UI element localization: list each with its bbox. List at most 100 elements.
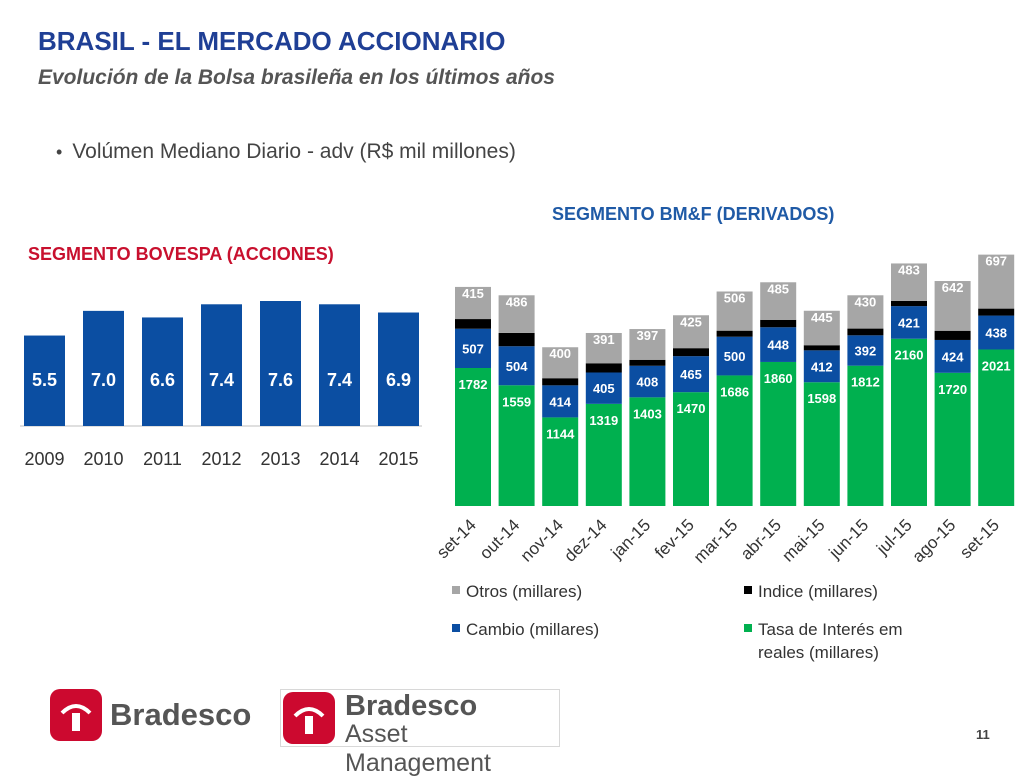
bmf-value-label-cambio: 412: [811, 359, 833, 374]
bmf-value-label-tasa: 1470: [677, 401, 706, 416]
bmf-bar-cambio-jul-15: [891, 306, 927, 339]
bmf-bar-cambio-fev-15: [673, 356, 709, 393]
bmf-value-label-otros: 642: [942, 280, 964, 295]
bmf-bar-otros-mar-15: [716, 291, 753, 331]
legend-indice: Indice (millares): [744, 580, 878, 603]
bmf-value-label-tasa: 1720: [938, 382, 967, 397]
bradesco-asset-tree-icon: [283, 692, 335, 744]
bmf-bar-cambio-mai-15: [803, 350, 840, 383]
bullet-text: Volúmen Mediano Diario - adv (R$ mil mil…: [72, 140, 516, 163]
legend-label-indice: Indice (millares): [758, 582, 878, 601]
bmf-bar-otros-jun-15: [847, 295, 884, 329]
bmf-bar-tasa-ago-15: [934, 372, 971, 506]
bullet-line: • Volúmen Mediano Diario - adv (R$ mil m…: [56, 140, 516, 164]
bmf-bar-cambio-abr-15: [760, 327, 797, 362]
bradesco-tree-icon: [50, 689, 102, 741]
bmf-value-label-cambio: 438: [985, 326, 1007, 341]
bmf-bar-cambio-ago-15: [934, 339, 971, 373]
bmf-bar-cambio-jan-15: [629, 365, 666, 398]
bmf-bar-cambio-dez-14: [585, 372, 622, 404]
bovespa-tick-label: 2009: [24, 449, 64, 469]
bmf-bar-tasa-jun-15: [847, 365, 884, 506]
bovespa-tick-label: 2012: [201, 449, 241, 469]
bovespa-chart-title: SEGMENTO BOVESPA (ACCIONES): [28, 244, 334, 264]
bmf-value-label-tasa: 1860: [764, 371, 793, 386]
bradesco-asset-subtitle: Asset Management: [345, 720, 491, 777]
bmf-bar-indice-nov-14: [542, 378, 579, 386]
bmf-tick-label: set-14: [433, 515, 480, 562]
bovespa-value-label: 6.6: [150, 370, 175, 390]
bmf-value-label-cambio: 405: [593, 381, 615, 396]
bmf-value-label-cambio: 421: [898, 315, 920, 330]
bovespa-bar-2011: [142, 317, 183, 426]
bmf-value-label-cambio: 414: [549, 394, 571, 409]
bmf-bar-indice-set-15: [978, 308, 1015, 316]
bmf-tick-label: mar-15: [690, 515, 742, 567]
bmf-value-label-tasa: 1782: [459, 377, 488, 392]
bmf-value-label-otros: 430: [855, 294, 877, 309]
bmf-value-label-tasa: 2021: [982, 358, 1011, 373]
bmf-bar-otros-set-14: [455, 286, 491, 320]
legend-label-cambio: Cambio (millares): [466, 620, 600, 639]
bovespa-bar-2014: [319, 304, 360, 426]
bmf-tick-label: abr-15: [737, 515, 785, 563]
bmf-value-label-cambio: 504: [506, 359, 528, 374]
bmf-value-label-otros: 445: [811, 310, 833, 325]
bullet-dot-icon: •: [56, 141, 63, 162]
bmf-tick-label: nov-14: [517, 515, 567, 565]
bovespa-bar-2015: [378, 312, 419, 426]
bmf-bar-tasa-dez-14: [585, 403, 622, 506]
bmf-value-label-otros: 415: [462, 286, 484, 301]
bovespa-bar-2009: [24, 335, 65, 426]
bmf-bar-otros-jan-15: [629, 329, 666, 360]
bmf-value-label-tasa: 1812: [851, 375, 880, 390]
legend-swatch-otros: [452, 586, 460, 594]
bmf-bar-tasa-out-14: [498, 385, 535, 506]
bovespa-value-label: 5.5: [32, 370, 57, 390]
bmf-tick-label: jun-15: [825, 515, 873, 563]
bovespa-tick-label: 2010: [83, 449, 123, 469]
bmf-chart-title: SEGMENTO BM&F (DERIVADOS): [552, 204, 835, 224]
bmf-bar-otros-fev-15: [673, 315, 709, 349]
bovespa-tick-label: 2013: [260, 449, 300, 469]
bmf-bar-tasa-jan-15: [629, 397, 666, 506]
bmf-bar-indice-fev-15: [673, 348, 709, 357]
bmf-bar-indice-jul-15: [891, 300, 927, 307]
bmf-bar-otros-abr-15: [760, 282, 797, 320]
bmf-value-label-cambio: 408: [637, 375, 659, 390]
bmf-value-label-tasa: 1403: [633, 406, 662, 421]
bmf-value-label-cambio: 392: [855, 343, 877, 358]
bmf-tick-label: out-14: [476, 515, 524, 563]
bovespa-value-label: 6.9: [386, 370, 411, 390]
bradesco-asset-name: Bradesco: [345, 690, 478, 722]
bmf-value-label-otros: 483: [898, 262, 920, 277]
bovespa-value-label: 7.4: [327, 370, 352, 390]
bmf-bar-cambio-jun-15: [847, 335, 884, 366]
bmf-value-label-otros: 400: [549, 346, 571, 361]
bmf-value-label-otros: 397: [637, 328, 659, 343]
bradesco-logo-text: Bradesco: [110, 697, 252, 732]
bmf-bar-indice-set-14: [455, 319, 491, 329]
bmf-bar-tasa-set-15: [978, 349, 1015, 506]
bmf-bar-indice-jan-15: [629, 359, 666, 366]
bmf-bar-otros-jul-15: [891, 263, 927, 301]
bmf-value-label-tasa: 1598: [807, 391, 836, 406]
bovespa-value-label: 7.6: [268, 370, 293, 390]
bmf-bar-otros-mai-15: [803, 310, 840, 346]
bmf-bar-otros-out-14: [498, 295, 535, 333]
bmf-bar-cambio-set-15: [978, 315, 1015, 350]
legend-otros: Otros (millares): [452, 580, 582, 603]
legend-cambio: Cambio (millares): [452, 618, 599, 641]
bmf-value-label-tasa: 1686: [720, 384, 749, 399]
bradesco-asset-logo: Bradesco Asset Management: [280, 689, 560, 777]
legend-tasa: Tasa de Interés em reales (millares): [744, 618, 924, 664]
bmf-bar-indice-dez-14: [585, 363, 622, 373]
bmf-value-label-cambio: 465: [680, 367, 702, 382]
bmf-tick-label: set-15: [956, 515, 1003, 562]
bmf-value-label-tasa: 2160: [895, 348, 924, 363]
bmf-bar-tasa-mai-15: [803, 382, 840, 506]
bmf-value-label-otros: 425: [680, 314, 702, 329]
bmf-bar-tasa-nov-14: [542, 417, 579, 506]
